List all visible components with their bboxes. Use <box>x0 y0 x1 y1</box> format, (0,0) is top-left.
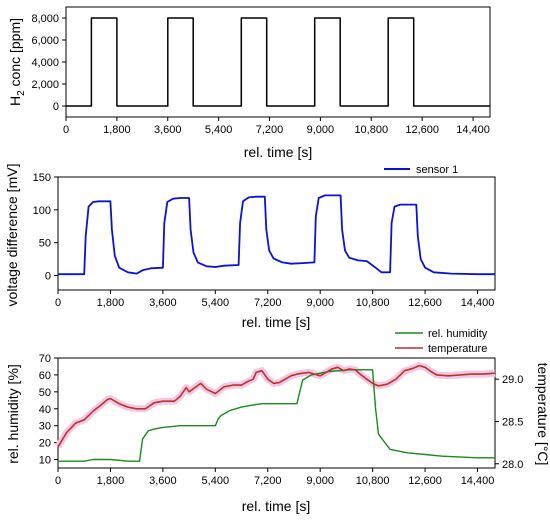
humidity-ytick-label: 40 <box>39 404 51 416</box>
y-axis-label-voltage: voltage difference [mV] <box>4 164 20 307</box>
x-axis-label-ambient: rel. time [s] <box>242 498 310 514</box>
y-axis-h2: 0 2,000 4,000 6,000 8,000 <box>31 13 66 113</box>
legend-label-temperature: temperature <box>428 343 487 355</box>
ambient-xtick-label: 9,000 <box>306 475 334 487</box>
voltage-xtick-label: 14,400 <box>461 297 495 309</box>
x-axis-voltage: 0 1,800 3,600 5,400 7,200 9,000 10,800 12,600 14… <box>55 290 494 309</box>
x-axis-h2: 0 1,800 3,600 5,400 7,200 9,000 10,800 12,600 14… <box>63 117 490 136</box>
voltage-ytick-label: 50 <box>39 238 51 250</box>
panel-h2: 0 1,800 3,600 5,400 7,200 9,000 10,800 12,600 14… <box>7 6 491 160</box>
voltage-xtick-label: 12,600 <box>408 297 442 309</box>
h2-xtick-label: 12,600 <box>405 124 439 136</box>
h2-ytick-label: 8,000 <box>31 13 59 25</box>
h2-ytick-label: 0 <box>53 101 59 113</box>
voltage-xtick-label: 3,600 <box>149 297 177 309</box>
h2-xtick-label: 0 <box>63 124 69 136</box>
plot-frame-ambient <box>57 357 496 469</box>
ambient-xtick-label: 1,800 <box>97 475 125 487</box>
y-axis-voltage: 0 50 100 150 <box>33 172 58 283</box>
temperature-ytick-label: 28.5 <box>502 416 523 428</box>
series-line-h2 <box>66 17 490 107</box>
humidity-ytick-label: 50 <box>39 387 51 399</box>
ambient-xtick-label: 5,400 <box>202 475 230 487</box>
legend-label-humidity: rel. humidity <box>428 328 488 340</box>
ambient-xtick-label: 3,600 <box>149 475 177 487</box>
ambient-xtick-label: 10,800 <box>356 475 390 487</box>
h2-xtick-label: 14,400 <box>456 124 490 136</box>
voltage-xtick-label: 7,200 <box>254 297 282 309</box>
y-axis-label-humidity: rel. humidity [%] <box>5 364 21 464</box>
voltage-ytick-label: 150 <box>33 172 51 184</box>
legend-voltage: sensor 1 <box>384 164 458 176</box>
panel-voltage: 0 1,800 3,600 5,400 7,200 9,000 10,800 12,600 14… <box>4 164 496 330</box>
legend-label-sensor-1: sensor 1 <box>416 164 458 176</box>
x-axis-label-h2: rel. time [s] <box>244 144 312 160</box>
h2-xtick-label: 3,600 <box>154 124 182 136</box>
temperature-ytick-label: 28.0 <box>502 459 523 471</box>
x-axis-label-voltage: rel. time [s] <box>242 314 310 330</box>
ambient-xtick-label: 12,600 <box>408 475 442 487</box>
h2-xtick-label: 5,400 <box>205 124 233 136</box>
h2-xtick-label: 1,800 <box>103 124 131 136</box>
voltage-xtick-label: 9,000 <box>306 297 334 309</box>
y-axis-temperature: 28.0 28.5 29.0 <box>495 374 523 471</box>
voltage-ytick-label: 0 <box>45 271 51 283</box>
voltage-xtick-label: 0 <box>55 297 61 309</box>
series-voltage <box>58 194 495 276</box>
humidity-ytick-label: 10 <box>39 455 51 467</box>
y-axis-label-temperature: temperature [°C] <box>535 363 550 466</box>
h2-ytick-label: 6,000 <box>31 35 59 47</box>
h2-ytick-label: 4,000 <box>31 57 59 69</box>
temperature-ytick-label: 29.0 <box>502 374 523 386</box>
plot-frame-h2 <box>65 6 491 118</box>
h2-xtick-label: 9,000 <box>307 124 335 136</box>
series-line-sensor-1 <box>58 194 495 276</box>
panel-ambient: 0 1,800 3,600 5,400 7,200 9,000 10,800 12,600 14… <box>5 328 550 514</box>
h2-xtick-label: 7,200 <box>256 124 284 136</box>
voltage-xtick-label: 5,400 <box>202 297 230 309</box>
ambient-xtick-label: 0 <box>55 475 61 487</box>
y-axis-label-h2: H2 conc [ppm] <box>7 18 27 106</box>
humidity-ytick-label: 30 <box>39 421 51 433</box>
legend-ambient: rel. humidity temperature <box>395 328 488 355</box>
voltage-ytick-label: 100 <box>33 205 51 217</box>
humidity-ytick-label: 70 <box>39 353 51 365</box>
h2-xtick-label: 10,800 <box>354 124 388 136</box>
ambient-xtick-label: 7,200 <box>254 475 282 487</box>
x-axis-ambient: 0 1,800 3,600 5,400 7,200 9,000 10,800 12,600 14… <box>55 468 494 487</box>
humidity-ytick-label: 20 <box>39 438 51 450</box>
h2-ytick-label: 2,000 <box>31 79 59 91</box>
series-line-humidity <box>58 369 495 462</box>
series-ambient <box>55 362 496 462</box>
series-line-temperature <box>57 364 496 448</box>
voltage-xtick-label: 10,800 <box>356 297 390 309</box>
ambient-xtick-label: 14,400 <box>461 475 495 487</box>
series-h2 <box>66 17 490 107</box>
y-axis-humidity: 10 20 30 40 50 60 70 <box>39 353 58 467</box>
plot-frame-voltage <box>57 176 496 291</box>
humidity-ytick-label: 60 <box>39 370 51 382</box>
voltage-xtick-label: 1,800 <box>97 297 125 309</box>
